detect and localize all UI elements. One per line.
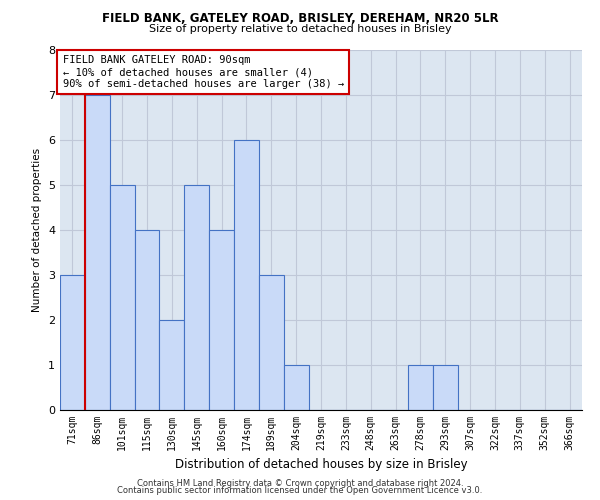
Bar	[134, 230, 160, 410]
Bar	[234, 140, 259, 410]
Bar	[160, 320, 184, 410]
Y-axis label: Number of detached properties: Number of detached properties	[32, 148, 43, 312]
Text: Contains public sector information licensed under the Open Government Licence v3: Contains public sector information licen…	[118, 486, 482, 495]
Text: FIELD BANK, GATELEY ROAD, BRISLEY, DEREHAM, NR20 5LR: FIELD BANK, GATELEY ROAD, BRISLEY, DEREH…	[101, 12, 499, 26]
Bar	[408, 365, 433, 410]
Text: Contains HM Land Registry data © Crown copyright and database right 2024.: Contains HM Land Registry data © Crown c…	[137, 478, 463, 488]
Bar	[60, 275, 85, 410]
Bar	[110, 185, 134, 410]
Text: FIELD BANK GATELEY ROAD: 90sqm
← 10% of detached houses are smaller (4)
90% of s: FIELD BANK GATELEY ROAD: 90sqm ← 10% of …	[62, 56, 344, 88]
Bar	[85, 95, 110, 410]
Bar	[433, 365, 458, 410]
Bar	[284, 365, 308, 410]
Text: Size of property relative to detached houses in Brisley: Size of property relative to detached ho…	[149, 24, 451, 34]
Bar	[184, 185, 209, 410]
Bar	[209, 230, 234, 410]
Bar	[259, 275, 284, 410]
X-axis label: Distribution of detached houses by size in Brisley: Distribution of detached houses by size …	[175, 458, 467, 471]
